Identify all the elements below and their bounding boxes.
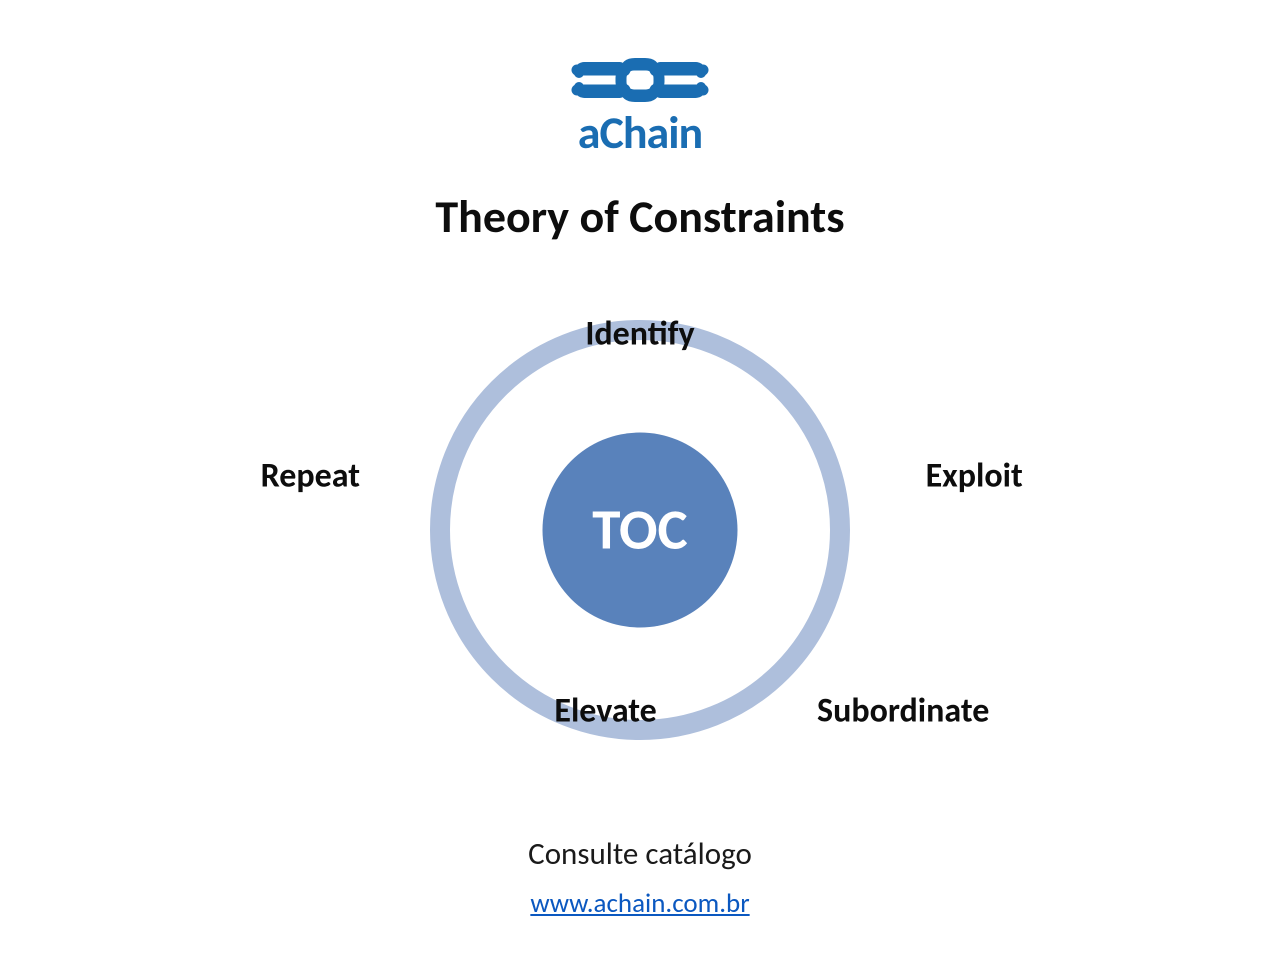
toc-center-label: TOC — [592, 496, 687, 565]
footer-catalog-text: Consulte catálogo — [528, 835, 752, 873]
brand-logo: aChain — [565, 55, 715, 161]
page-root: aChain Theory of Constraints TOC Identif… — [0, 0, 1280, 960]
footer-block: Consulte catálogo www.achain.com.br — [0, 835, 1280, 920]
toc-step-2: Subordinate — [817, 691, 989, 732]
toc-center-circle: TOC — [543, 433, 738, 628]
brand-name: aChain — [578, 105, 702, 161]
toc-step-4: Repeat — [261, 456, 360, 497]
page-title: Theory of Constraints — [435, 189, 844, 245]
chain-link-icon — [565, 55, 715, 105]
toc-step-3: Elevate — [554, 691, 656, 732]
toc-diagram: TOC Identify Exploit Subordinate Elevate… — [360, 285, 920, 775]
toc-step-0: Identify — [585, 314, 694, 355]
footer-link[interactable]: www.achain.com.br — [530, 887, 749, 920]
toc-step-1: Exploit — [926, 456, 1023, 497]
